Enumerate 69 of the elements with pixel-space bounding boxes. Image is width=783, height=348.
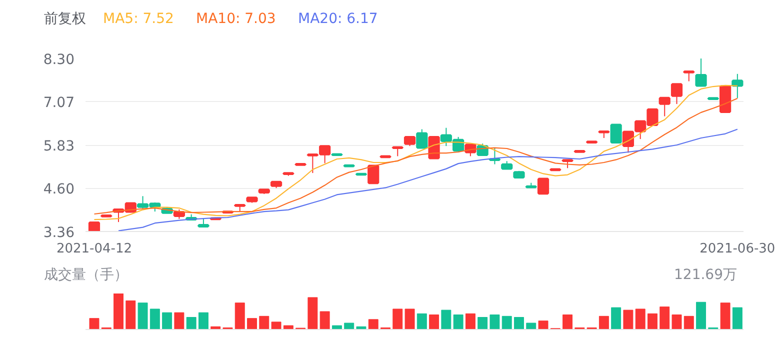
x-tick-label: 2021-04-12	[56, 242, 132, 256]
bar	[344, 322, 354, 330]
bar	[502, 316, 512, 330]
text: MA5: 7.52	[103, 10, 174, 29]
candlestick	[610, 124, 622, 144]
bar	[538, 320, 548, 330]
line-series	[118, 128, 738, 232]
candlestick	[622, 130, 634, 154]
candlestick	[670, 83, 683, 105]
bar	[368, 319, 378, 330]
y-tick-label: 8.30	[43, 52, 74, 68]
bar	[234, 302, 245, 330]
bar	[150, 308, 160, 330]
candlestick	[695, 58, 707, 87]
y-tick-label: 4.60	[43, 182, 74, 198]
bar	[526, 322, 536, 330]
bar	[441, 310, 452, 330]
candlestick	[428, 136, 440, 160]
bar	[162, 312, 172, 330]
bar	[672, 314, 682, 330]
bar	[283, 325, 294, 330]
bar	[490, 314, 500, 330]
bar	[465, 313, 476, 330]
bar	[720, 302, 730, 330]
candlestick	[416, 128, 428, 149]
candlestick	[732, 73, 744, 99]
bar	[186, 317, 196, 330]
bar	[259, 316, 270, 330]
candlestick	[537, 178, 550, 195]
y-tick-label: 5.83	[43, 138, 74, 154]
bar	[89, 318, 100, 330]
bar	[126, 300, 136, 330]
bar	[174, 312, 184, 330]
text: MA10: 7.03	[196, 10, 276, 29]
bar	[247, 318, 257, 330]
bar	[416, 313, 427, 330]
bar	[598, 316, 609, 330]
bar	[308, 297, 318, 330]
bar	[696, 302, 706, 330]
bar	[114, 294, 124, 330]
y-tick-label: 3.36	[43, 225, 75, 241]
bar	[648, 313, 658, 330]
candlestick	[658, 96, 670, 117]
chart-title: 前复权	[44, 10, 86, 29]
bar	[138, 302, 148, 330]
bar	[684, 316, 694, 330]
text: 121.69万	[674, 266, 737, 285]
bar	[514, 317, 524, 330]
bar	[453, 314, 464, 330]
bar	[429, 314, 440, 330]
bar	[332, 325, 342, 330]
y-tick-label: 7.07	[43, 95, 74, 112]
bar	[611, 307, 622, 330]
chart-title: 成交量（手）	[44, 266, 128, 285]
bar	[271, 322, 282, 330]
bar	[660, 306, 670, 330]
candlestick	[683, 70, 695, 82]
bar	[562, 314, 573, 330]
candlestick	[368, 164, 380, 184]
bar	[320, 311, 330, 330]
bar	[392, 308, 403, 330]
bar	[404, 308, 415, 330]
text: MA20: 6.17	[298, 10, 378, 29]
bar	[198, 312, 208, 330]
x-tick-label: 2021-06-30	[700, 242, 776, 256]
bar	[478, 317, 488, 330]
bar	[732, 307, 742, 330]
bar	[623, 310, 634, 330]
bar	[635, 308, 646, 330]
